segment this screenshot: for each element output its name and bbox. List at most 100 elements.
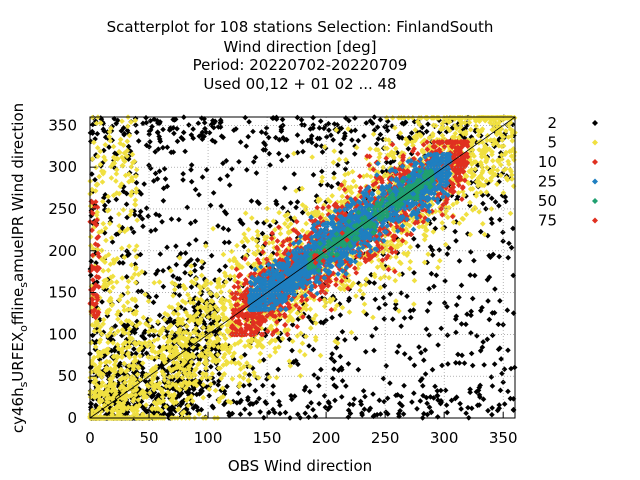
series-5-point: [199, 298, 206, 304]
series-2-point: [160, 283, 167, 290]
series-5-point: [288, 228, 295, 234]
series-2-point: [425, 121, 431, 128]
series-5-point: [110, 143, 117, 150]
series-5-point: [88, 234, 94, 240]
series-2-point: [300, 148, 306, 155]
series-5-point: [205, 333, 212, 340]
series-2-point: [210, 124, 217, 131]
series-2-point: [179, 399, 185, 406]
series-5-point: [348, 190, 355, 196]
series-2-point: [156, 168, 163, 175]
series-2-point: [220, 134, 226, 141]
series-5-point: [379, 260, 385, 266]
series-2-point: [238, 397, 244, 404]
series-2-point: [147, 138, 153, 145]
series-2-point: [473, 139, 479, 145]
series-2-point: [299, 209, 306, 216]
series-5-point: [388, 238, 395, 244]
series-5-point: [108, 297, 114, 304]
series-5-point: [160, 389, 166, 396]
series-5-point: [203, 365, 209, 372]
series-5-point: [269, 239, 276, 246]
series-5-point: [132, 202, 139, 208]
series-5-point: [483, 178, 490, 184]
series-5-point: [367, 166, 373, 172]
series-2-point: [335, 128, 341, 135]
series-5-point: [91, 354, 97, 361]
series-5-point: [173, 399, 180, 406]
series-2-point: [258, 129, 265, 135]
series-5-point: [249, 336, 255, 342]
series-5-point: [377, 275, 384, 282]
series-2-point: [370, 391, 376, 397]
series-5-point: [388, 149, 395, 155]
series-2-point: [289, 396, 295, 403]
series-5-point: [176, 255, 183, 261]
series-5-point: [370, 179, 376, 185]
series-2-point: [307, 388, 313, 395]
series-2-point: [207, 202, 214, 209]
series-5-point: [307, 325, 314, 331]
series-5-point: [194, 305, 201, 311]
series-2-point: [201, 119, 208, 126]
series-5-point: [227, 273, 234, 279]
series-2-point: [485, 298, 491, 304]
series-5-point: [340, 210, 347, 216]
series-2-point: [150, 332, 157, 339]
series-2-point: [345, 414, 352, 420]
series-5-point: [258, 325, 265, 332]
series-2-point: [256, 200, 262, 207]
series-5-point: [393, 180, 400, 186]
series-2-point: [467, 386, 473, 393]
series-5-point: [175, 361, 181, 368]
series-2-point: [304, 137, 311, 144]
series-5-point: [457, 128, 463, 135]
series-5-point: [329, 192, 335, 199]
series-5-point: [362, 281, 369, 288]
series-5-point: [450, 201, 456, 208]
series-2-point: [243, 143, 250, 149]
series-5-point: [446, 127, 453, 134]
series-2-point: [479, 192, 486, 198]
series-2-point: [419, 124, 426, 131]
series-2-point: [173, 261, 180, 268]
series-2-point: [422, 371, 429, 377]
series-5-point: [284, 216, 291, 223]
series-5-point: [410, 142, 416, 149]
series-5-point: [236, 373, 243, 379]
series-2-point: [402, 119, 409, 126]
series-2-point: [376, 397, 383, 404]
series-5-point: [381, 273, 388, 280]
series-5-point: [360, 173, 367, 180]
series-2-point: [410, 307, 417, 313]
series-5-point: [440, 136, 446, 142]
series-2-point: [216, 267, 223, 274]
series-5-point: [340, 271, 347, 278]
series-2-point: [135, 138, 142, 144]
series-5-point: [176, 328, 183, 334]
series-5-point: [285, 224, 291, 230]
series-5-point: [346, 277, 352, 284]
series-2-point: [444, 409, 450, 416]
series-5-point: [200, 394, 207, 401]
series-5-point: [459, 115, 465, 121]
series-2-point: [258, 250, 264, 257]
series-2-point: [424, 400, 430, 407]
series-5-point: [405, 115, 412, 121]
series-5-point: [477, 159, 484, 166]
series-2-point: [339, 328, 346, 335]
series-5-point: [466, 168, 472, 175]
series-2-point: [418, 349, 424, 356]
series-2-point: [171, 130, 177, 137]
series-5-point: [93, 120, 100, 127]
series-5-point: [193, 337, 199, 343]
series-2-point: [209, 137, 216, 144]
series-5-point: [165, 379, 172, 386]
series-2-point: [342, 337, 348, 343]
series-2-point: [379, 168, 386, 175]
series-2-point: [194, 345, 201, 352]
series-2-point: [245, 394, 251, 401]
series-2-point: [187, 220, 194, 227]
series-5-point: [200, 324, 207, 331]
series-5-point: [220, 393, 226, 400]
